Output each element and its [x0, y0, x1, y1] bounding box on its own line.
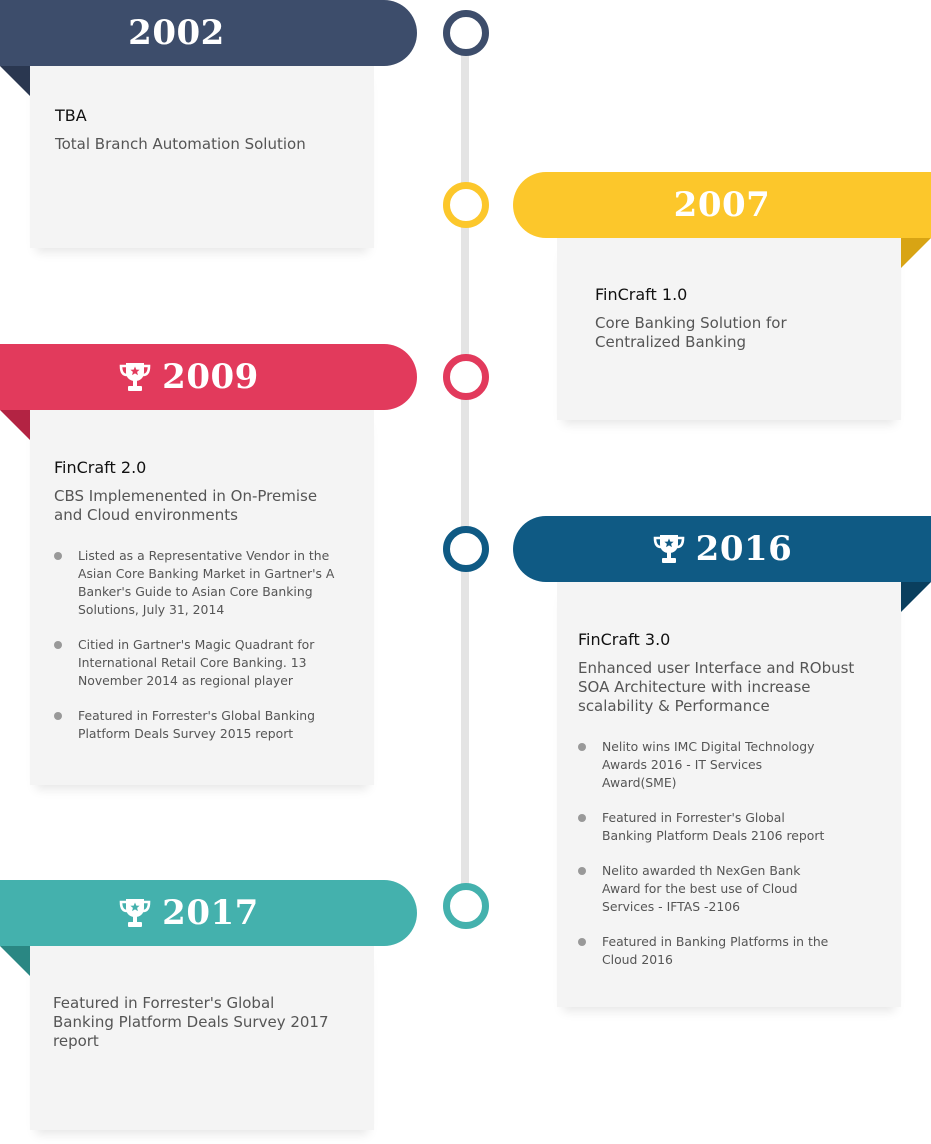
- milestone-subtitle: Featured in Forrester's Global Banking P…: [53, 994, 329, 1050]
- achievement-text: Citied in Gartner's Magic Quadrant for I…: [78, 637, 315, 688]
- achievement-text: Listed as a Representative Vendor in the…: [78, 548, 335, 617]
- milestone-subtitle: Enhanced user Interface and RObust SOA A…: [578, 659, 855, 715]
- banner-fold: [901, 582, 931, 612]
- bullet-icon: [578, 743, 586, 751]
- timeline-dot-2016: [443, 526, 489, 572]
- milestone-card-2017: Featured in Forrester's Global Banking P…: [30, 946, 374, 1130]
- milestone-subtitle: Total Branch Automation Solution: [55, 135, 306, 153]
- year-banner-2009: 2009: [0, 344, 417, 410]
- achievement-list: Nelito wins IMC Digital Technology Award…: [578, 738, 838, 969]
- year-banner-2016: 2016: [513, 516, 931, 582]
- banner-content: 2009: [118, 357, 259, 397]
- trophy-icon: [653, 535, 684, 563]
- achievement-text: Nelito awarded th NexGen Bank Award for …: [602, 863, 801, 914]
- milestone-card-2002: TBA Total Branch Automation Solution: [30, 66, 374, 248]
- achievement-item: Nelito awarded th NexGen Bank Award for …: [578, 862, 838, 916]
- achievement-text: Featured in Forrester's Global Banking P…: [602, 810, 825, 843]
- year-banner-2017: 2017: [0, 880, 417, 946]
- achievement-text: Featured in Forrester's Global Banking P…: [78, 708, 316, 741]
- banner-content: 2016: [652, 529, 793, 569]
- achievement-item: Featured in Banking Platforms in the Clo…: [578, 933, 838, 969]
- bullet-icon: [54, 641, 62, 649]
- milestone-subtitle: CBS Implemenented in On-Premise and Clou…: [54, 487, 318, 524]
- milestone-title: FinCraft 2.0: [54, 458, 147, 477]
- achievement-item: Featured in Forrester's Global Banking P…: [54, 707, 352, 743]
- banner-fold: [901, 238, 931, 268]
- achievement-list: Listed as a Representative Vendor in the…: [54, 547, 352, 743]
- bullet-icon: [54, 552, 62, 560]
- trophy-icon: [119, 899, 151, 927]
- milestone-card-2009: FinCraft 2.0 CBS Implemenented in On-Pre…: [30, 410, 374, 785]
- year-label: 2016: [695, 529, 793, 569]
- achievement-text: Nelito wins IMC Digital Technology Award…: [602, 739, 815, 790]
- year-banner-2007: 2007: [513, 172, 931, 238]
- milestone-card-2007: FinCraft 1.0 Core Banking Solution for C…: [557, 238, 901, 420]
- timeline-dot-2007: [443, 182, 489, 228]
- achievement-item: Featured in Forrester's Global Banking P…: [578, 809, 838, 845]
- banner-fold: [0, 410, 30, 440]
- milestone-title: TBA: [55, 106, 87, 125]
- milestone-card-2016: FinCraft 3.0 Enhanced user Interface and…: [557, 582, 901, 1007]
- banner-fold: [0, 66, 30, 96]
- milestone-subtitle: Core Banking Solution for Centralized Ba…: [595, 314, 787, 351]
- year-banner-2002: 2002: [0, 0, 417, 66]
- bullet-icon: [54, 712, 62, 720]
- timeline-dot-2017: [443, 883, 489, 929]
- year-label: 2002: [128, 13, 225, 53]
- year-label: 2009: [162, 357, 259, 397]
- achievement-item: Citied in Gartner's Magic Quadrant for I…: [54, 636, 352, 690]
- year-label: 2007: [673, 185, 771, 225]
- banner-content: 2017: [118, 893, 259, 933]
- bullet-icon: [578, 814, 586, 822]
- timeline-dot-2009: [443, 354, 489, 400]
- timeline-dot-2002: [443, 10, 489, 56]
- achievement-text: Featured in Banking Platforms in the Clo…: [602, 934, 829, 967]
- milestone-title: FinCraft 1.0: [595, 285, 688, 304]
- trophy-icon: [119, 363, 151, 391]
- year-label: 2017: [162, 893, 259, 933]
- timeline-line: [461, 30, 469, 910]
- milestone-title: FinCraft 3.0: [578, 630, 671, 649]
- achievement-item: Nelito wins IMC Digital Technology Award…: [578, 738, 838, 792]
- bullet-icon: [578, 867, 586, 875]
- achievement-item: Listed as a Representative Vendor in the…: [54, 547, 352, 619]
- bullet-icon: [578, 938, 586, 946]
- banner-fold: [0, 946, 30, 976]
